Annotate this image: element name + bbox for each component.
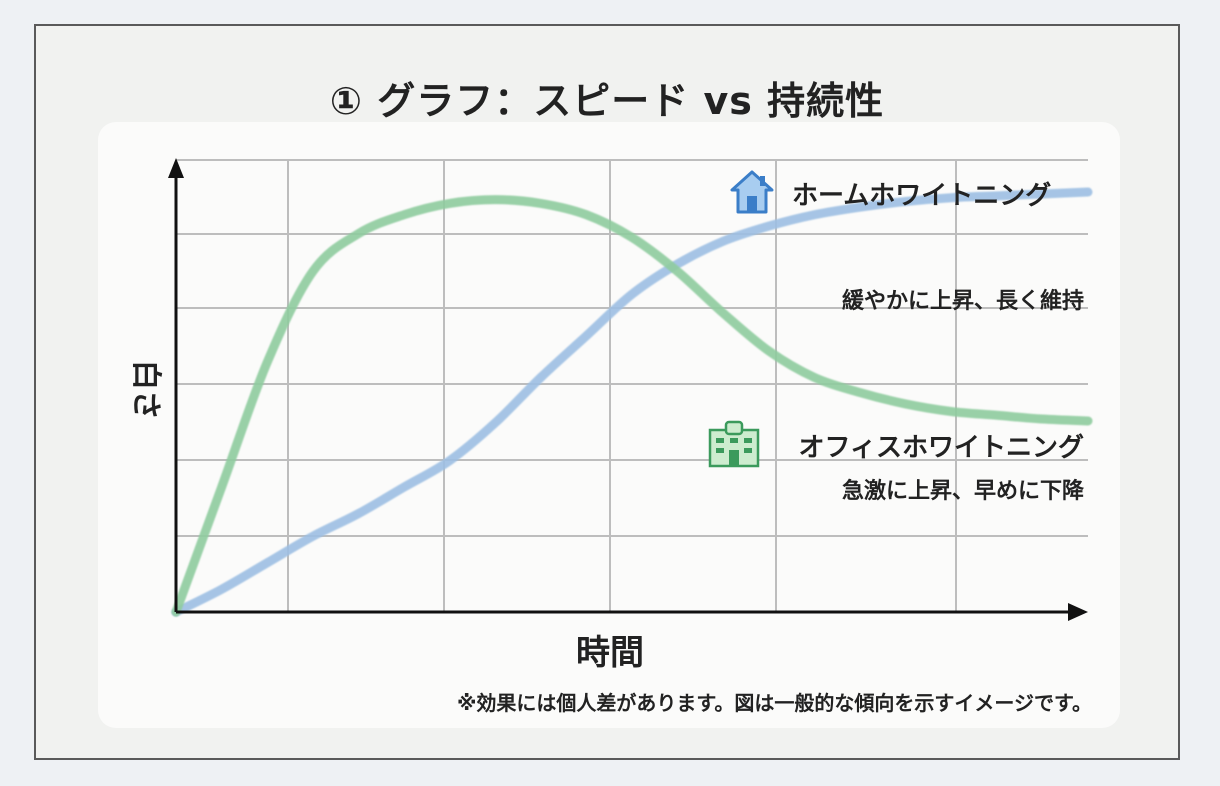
chart-panel: 白さ 時間 ホームホワイトニング 緩やかに上昇、長く維持 オフィス xyxy=(98,122,1120,728)
home-series-desc: 緩やかに上昇、長く維持 xyxy=(842,288,1084,314)
office-whitening-curve xyxy=(171,195,1093,617)
footnote: ※効果には個人差があります。図は一般的な傾向を示すイメージです。 xyxy=(456,691,1092,715)
chart-frame: ① グラフ：スピード vs 持続性 白さ 時間 xyxy=(34,24,1180,760)
x-axis-arrow xyxy=(1068,603,1088,621)
chart-grid xyxy=(176,159,1088,612)
chart-curves xyxy=(171,187,1093,617)
line-chart: 白さ 時間 ホームホワイトニング 緩やかに上昇、長く維持 オフィス xyxy=(128,158,1093,673)
office-building-icon xyxy=(708,420,760,468)
home-series-label: ホームホワイトニング xyxy=(792,181,1051,211)
office-series-desc: 急激に上昇、早めに下降 xyxy=(842,478,1085,504)
house-icon xyxy=(730,170,774,214)
office-series-label: オフィスホワイトニング xyxy=(799,433,1084,463)
x-axis-label: 時間 xyxy=(576,633,644,673)
chart-title: ① グラフ：スピード vs 持続性 xyxy=(329,79,885,123)
y-axis-arrow xyxy=(168,158,184,178)
home-whitening-curve xyxy=(171,187,1093,617)
y-axis-label: 白さ xyxy=(128,360,163,420)
